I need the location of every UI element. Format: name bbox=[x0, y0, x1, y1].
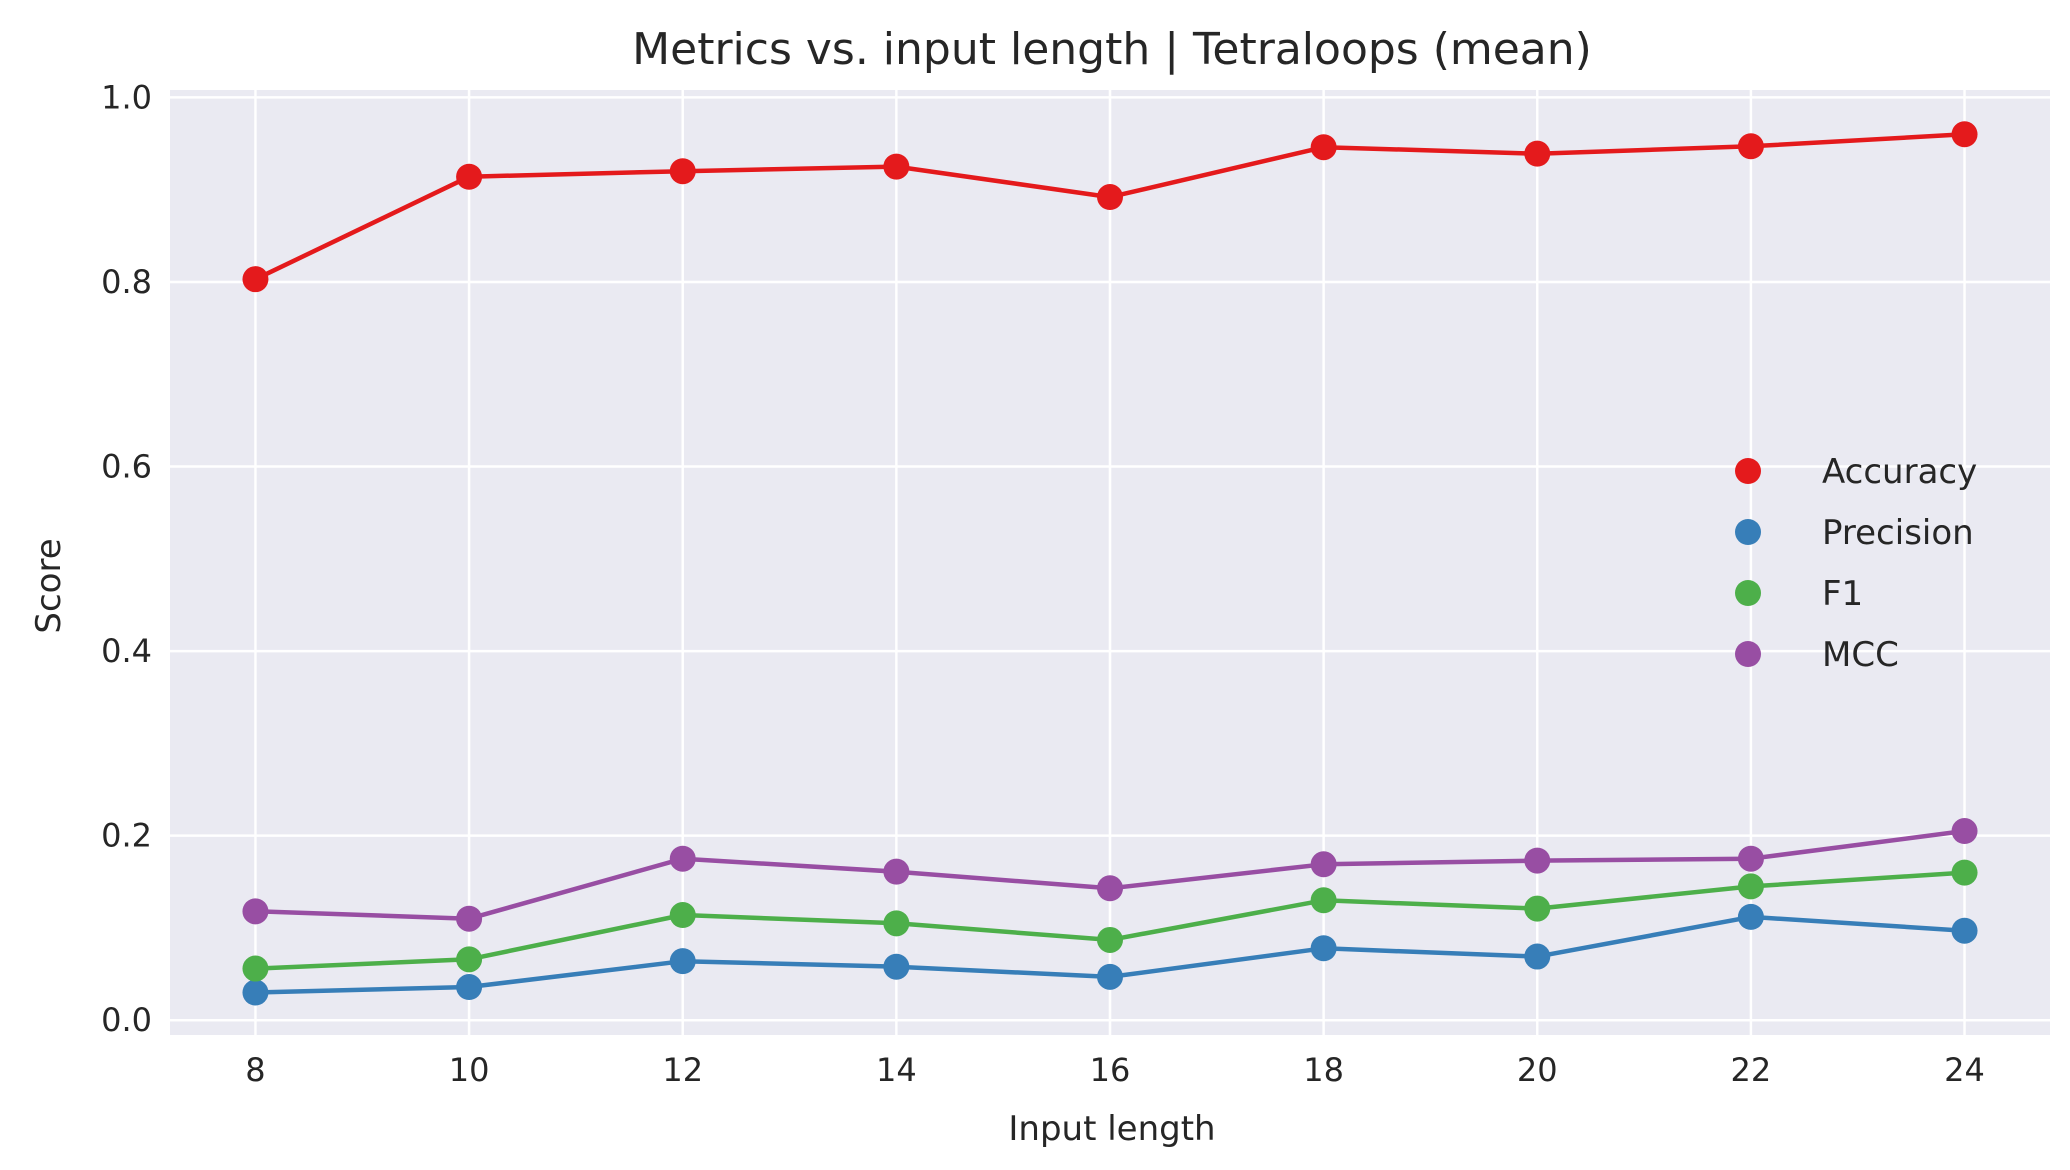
series-mcc bbox=[242, 818, 1978, 932]
y-tick-label: 0.6 bbox=[101, 448, 152, 486]
legend-label: F1 bbox=[1822, 574, 1863, 614]
precision-point bbox=[669, 948, 696, 975]
legend-label: Precision bbox=[1822, 513, 1974, 553]
legend-label: Accuracy bbox=[1822, 452, 1977, 492]
x-axis-label: Input length bbox=[1008, 1109, 1215, 1149]
f1-point bbox=[1524, 895, 1551, 922]
legend-marker bbox=[1735, 519, 1761, 545]
series-precision bbox=[242, 903, 1978, 1006]
series-layer bbox=[242, 121, 1978, 1006]
accuracy-point bbox=[242, 266, 269, 293]
y-tick-label: 0.4 bbox=[101, 632, 152, 670]
f1-point bbox=[1737, 873, 1764, 900]
precision-point bbox=[242, 979, 269, 1006]
f1-point bbox=[669, 902, 696, 929]
accuracy-point bbox=[1737, 133, 1764, 160]
series-f1 bbox=[242, 859, 1978, 982]
mcc-point bbox=[242, 898, 269, 925]
precision-point bbox=[883, 953, 910, 980]
accuracy-point bbox=[1097, 184, 1123, 211]
accuracy-point bbox=[456, 163, 483, 190]
precision-point bbox=[1737, 903, 1764, 930]
mcc-point bbox=[669, 845, 696, 872]
x-tick-label: 18 bbox=[1303, 1051, 1344, 1089]
mcc-point bbox=[1524, 847, 1551, 874]
legend-marker bbox=[1735, 458, 1761, 484]
y-tick-label: 1.0 bbox=[101, 78, 152, 116]
y-tick-label: 0.0 bbox=[101, 1001, 152, 1039]
f1-point bbox=[456, 946, 483, 973]
accuracy-point bbox=[1524, 140, 1551, 167]
f1-point bbox=[883, 910, 910, 937]
precision-point bbox=[1097, 963, 1123, 990]
x-tick-label: 12 bbox=[662, 1051, 703, 1089]
accuracy-point bbox=[1951, 121, 1978, 148]
precision-point bbox=[456, 974, 483, 1001]
accuracy-point bbox=[883, 153, 910, 180]
mcc-point bbox=[1951, 818, 1978, 845]
legend-marker bbox=[1735, 580, 1761, 606]
x-tick-label: 20 bbox=[1517, 1051, 1558, 1089]
legend-label: MCC bbox=[1822, 635, 1899, 675]
f1-point bbox=[1097, 926, 1123, 953]
x-tick-label: 24 bbox=[1944, 1051, 1985, 1089]
x-axis-ticks: 8 10 12 14 16 18 20 22 24 bbox=[245, 1051, 1985, 1089]
accuracy-point bbox=[1310, 134, 1337, 161]
mcc-point bbox=[456, 905, 483, 932]
y-axis-label: Score bbox=[29, 538, 69, 633]
legend-item-accuracy: Accuracy bbox=[1735, 452, 1977, 492]
precision-point bbox=[1524, 943, 1551, 970]
series-accuracy bbox=[242, 121, 1978, 293]
f1-point bbox=[1951, 859, 1978, 886]
mcc-point bbox=[1737, 845, 1764, 872]
legend: Accuracy Precision F1 MCC bbox=[1735, 452, 1977, 675]
precision-point bbox=[1951, 917, 1978, 944]
legend-item-precision: Precision bbox=[1735, 513, 1974, 553]
y-tick-label: 0.2 bbox=[101, 817, 152, 855]
x-tick-label: 16 bbox=[1090, 1051, 1131, 1089]
f1-point bbox=[242, 955, 269, 982]
x-tick-label: 14 bbox=[876, 1051, 917, 1089]
mcc-point bbox=[1310, 851, 1337, 878]
accuracy-point bbox=[669, 158, 696, 185]
legend-marker bbox=[1735, 641, 1761, 667]
f1-point bbox=[1310, 887, 1337, 914]
chart-title: Metrics vs. input length | Tetraloops (m… bbox=[632, 24, 1592, 75]
mcc-point bbox=[1097, 875, 1123, 902]
mcc-point bbox=[883, 858, 910, 885]
x-tick-label: 8 bbox=[245, 1051, 265, 1089]
y-tick-label: 0.8 bbox=[101, 263, 152, 301]
y-axis-ticks: 0.0 0.2 0.4 0.6 0.8 1.0 bbox=[101, 78, 152, 1039]
legend-item-mcc: MCC bbox=[1735, 635, 1899, 675]
precision-point bbox=[1310, 935, 1337, 962]
x-tick-label: 10 bbox=[449, 1051, 490, 1089]
legend-item-f1: F1 bbox=[1735, 574, 1863, 614]
x-tick-label: 22 bbox=[1731, 1051, 1772, 1089]
